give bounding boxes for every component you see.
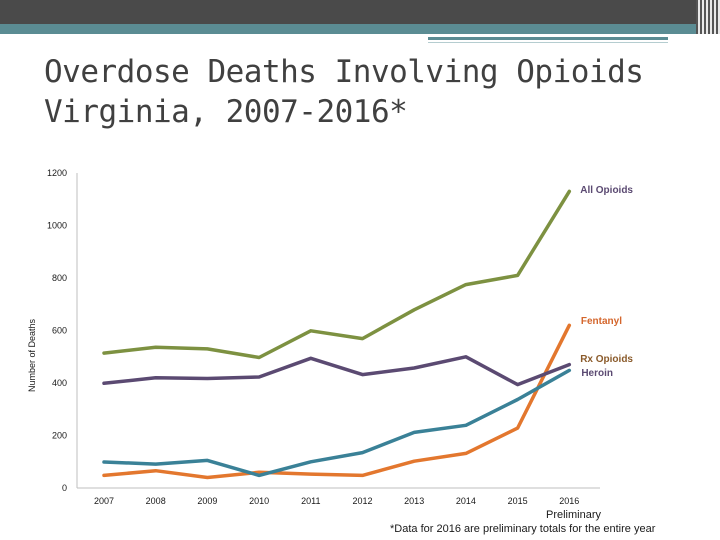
- x-tick-label: 2011: [301, 496, 320, 506]
- x-tick-label: 2012: [352, 496, 372, 506]
- series-label-all-opioids: All Opioids: [580, 185, 633, 196]
- y-tick-label: 1000: [47, 221, 67, 231]
- y-tick-label: 0: [62, 483, 67, 493]
- x-tick-label: 2007: [94, 496, 114, 506]
- y-tick-label: 400: [52, 378, 67, 388]
- x-tick-label: 2013: [404, 496, 424, 506]
- footnote-text: *Data for 2016 are preliminary totals fo…: [390, 523, 656, 535]
- accent-line-thin: [428, 42, 668, 43]
- x-tick-label: 2015: [508, 496, 528, 506]
- x-tick-label: 2010: [249, 496, 269, 506]
- series-line-rx-opioids: [102, 355, 572, 387]
- y-axis-title: Number of Deaths: [27, 318, 37, 392]
- y-tick-label: 1200: [47, 168, 67, 178]
- slide-title: Overdose Deaths Involving Opioids Virgin…: [44, 52, 644, 132]
- header-band-dark: [0, 0, 700, 24]
- x-tick-label: 2008: [146, 496, 166, 506]
- series-line-fentanyl: [102, 323, 572, 480]
- footnote-preliminary: Preliminary: [546, 509, 602, 521]
- series-lines: [102, 189, 572, 480]
- series-line-all-opioids: [102, 189, 572, 360]
- header-stripes: [696, 0, 720, 34]
- y-tick-label: 800: [52, 273, 67, 283]
- title-line-1: Overdose Deaths Involving Opioids: [44, 54, 644, 90]
- header-band-teal: [0, 24, 720, 34]
- x-tick-label: 2016: [559, 496, 579, 506]
- y-tick-label: 200: [52, 431, 67, 441]
- x-tick-labels: 2007 2008 2009 2010 2011 2012 2013 2014 2015 2016: [94, 496, 579, 506]
- series-label-fentanyl: Fentanyl: [581, 316, 622, 327]
- y-tick-labels: 0 200 400 600 800 1000 1200: [47, 168, 67, 493]
- x-tick-label: 2014: [456, 496, 476, 506]
- series-label-heroin: Heroin: [581, 368, 613, 379]
- x-tick-label: 2009: [197, 496, 217, 506]
- series-line-heroin: [102, 368, 572, 478]
- y-tick-label: 600: [52, 326, 67, 336]
- series-label-rx-opioids: Rx Opioids: [580, 354, 633, 365]
- accent-line: [428, 37, 668, 40]
- series-labels: All Opioids Fentanyl Rx Opioids Heroin: [580, 185, 633, 379]
- title-line-2: Virginia, 2007-2016*: [44, 94, 408, 130]
